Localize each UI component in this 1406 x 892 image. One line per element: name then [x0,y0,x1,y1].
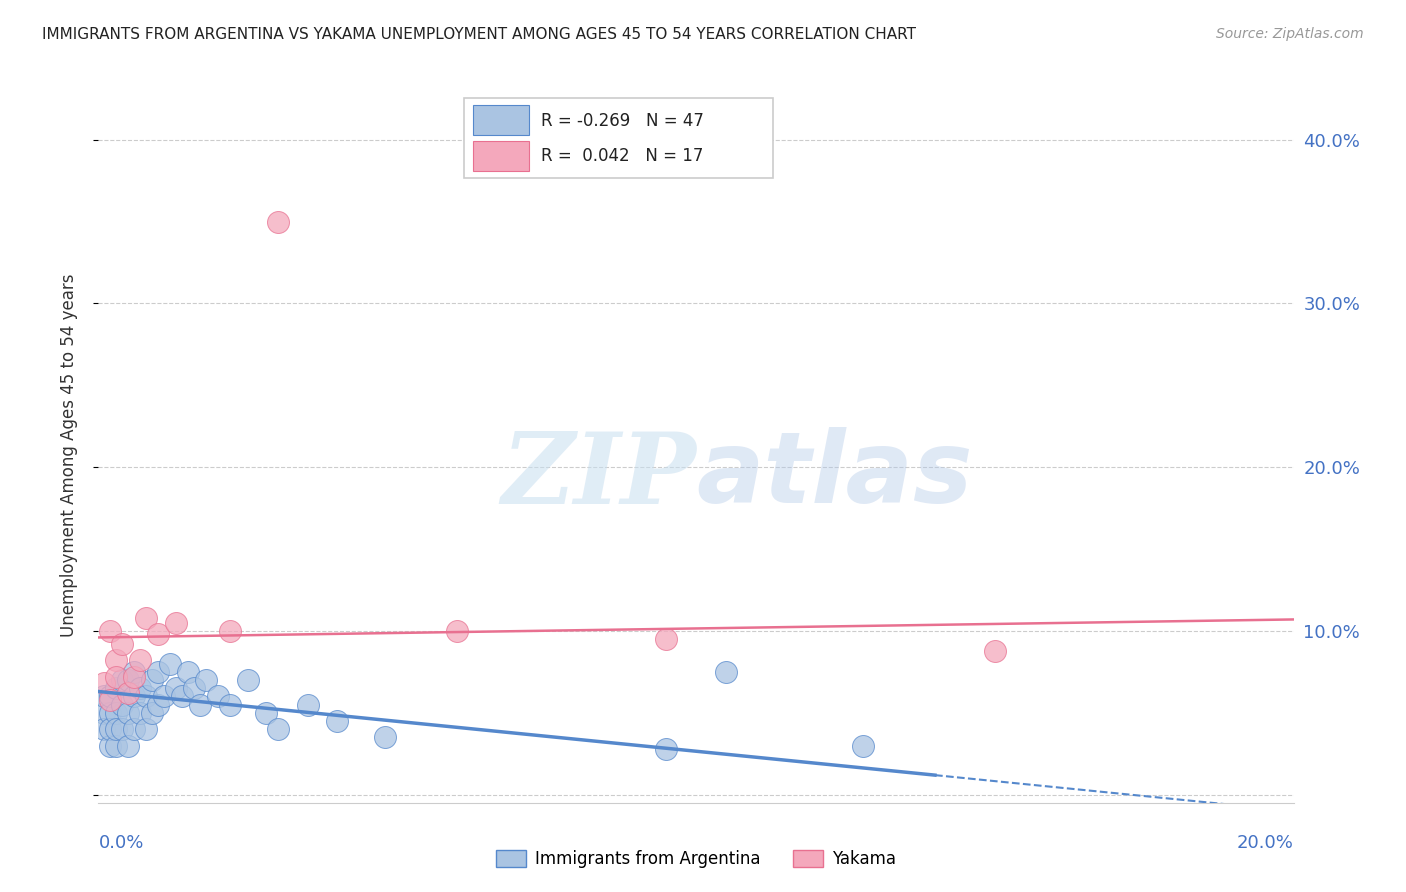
Text: ZIP: ZIP [501,427,696,524]
Point [183,681,205,696]
Point [195,673,218,687]
Point [254,706,277,720]
Point [124,690,146,704]
Point [124,665,146,679]
Point [135,611,157,625]
Point [98,690,122,704]
Point [984,643,1007,657]
Point [172,690,194,704]
Point [219,698,242,712]
Point [177,665,200,679]
Point [129,681,152,696]
Point [98,722,122,736]
Point [188,698,211,712]
Point [148,627,170,641]
Point [129,653,152,667]
Point [117,706,139,720]
Point [105,722,128,736]
Point [655,632,678,646]
Text: R = -0.269   N = 47: R = -0.269 N = 47 [541,112,704,129]
Point [117,739,139,753]
Text: 20.0%: 20.0% [1237,834,1294,852]
Point [105,681,128,696]
Point [98,739,122,753]
Point [105,706,128,720]
FancyBboxPatch shape [474,105,529,135]
Point [111,673,134,687]
Point [135,722,157,736]
Text: Source: ZipAtlas.com: Source: ZipAtlas.com [1216,27,1364,41]
Point [267,214,290,228]
Point [135,690,157,704]
Point [105,670,128,684]
Point [124,722,146,736]
Point [124,670,146,684]
Point [326,714,349,728]
Point [153,690,176,704]
Text: 0.0%: 0.0% [98,834,143,852]
Point [297,698,319,712]
Point [111,637,134,651]
Point [93,676,115,690]
Point [219,624,242,638]
Y-axis label: Unemployment Among Ages 45 to 54 years: Unemployment Among Ages 45 to 54 years [59,273,77,637]
Point [714,665,737,679]
Point [129,706,152,720]
Point [141,673,163,687]
Text: IMMIGRANTS FROM ARGENTINA VS YAKAMA UNEMPLOYMENT AMONG AGES 45 TO 54 YEARS CORRE: IMMIGRANTS FROM ARGENTINA VS YAKAMA UNEM… [42,27,917,42]
Point [267,722,290,736]
Point [141,706,163,720]
Point [148,665,170,679]
Point [98,706,122,720]
Point [236,673,259,687]
Point [148,698,170,712]
Point [165,681,187,696]
Legend: Immigrants from Argentina, Yakama: Immigrants from Argentina, Yakama [489,843,903,874]
Point [207,690,229,704]
Point [111,722,134,736]
Point [165,615,187,630]
Point [655,741,678,756]
Point [93,722,115,736]
Point [105,653,128,667]
Point [111,698,134,712]
FancyBboxPatch shape [474,142,529,171]
Point [93,706,115,720]
Text: R =  0.042   N = 17: R = 0.042 N = 17 [541,147,703,165]
Point [93,690,115,704]
Point [117,686,139,700]
Point [159,657,181,671]
Point [852,739,875,753]
Text: atlas: atlas [696,427,973,524]
Point [98,692,122,706]
Point [117,673,139,687]
FancyBboxPatch shape [464,98,773,178]
Point [105,739,128,753]
Point [374,731,396,745]
Point [446,624,468,638]
Point [98,624,122,638]
